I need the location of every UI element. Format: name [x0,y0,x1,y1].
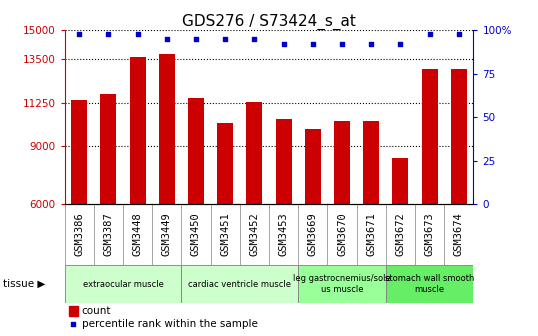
Text: GSM3450: GSM3450 [191,213,201,256]
Text: GSM3674: GSM3674 [454,213,464,256]
Point [192,36,200,42]
Bar [188,98,204,320]
Point [455,31,463,36]
Text: GSM3672: GSM3672 [395,213,406,256]
Bar [69,306,77,316]
Bar [217,123,233,320]
Point [250,36,259,42]
Text: GSM3670: GSM3670 [337,213,347,256]
Bar [246,102,263,320]
Text: percentile rank within the sample: percentile rank within the sample [82,319,258,329]
Text: GSM3453: GSM3453 [279,213,288,256]
Point [75,31,83,36]
Point [279,41,288,47]
Text: GSM3452: GSM3452 [250,213,259,256]
Bar [181,265,298,303]
Bar [386,265,473,303]
Text: leg gastrocnemius/sole
us muscle: leg gastrocnemius/sole us muscle [293,275,391,294]
Text: GSM3669: GSM3669 [308,213,318,256]
Bar [305,129,321,320]
Text: tissue ▶: tissue ▶ [3,279,45,289]
Bar [71,100,87,320]
Bar [130,57,146,320]
Text: GSM3448: GSM3448 [132,213,143,256]
Text: cardiac ventricle muscle: cardiac ventricle muscle [188,280,291,289]
Point [396,41,405,47]
Point [367,41,376,47]
Point [104,31,112,36]
Bar [275,119,292,320]
Text: GSM3451: GSM3451 [220,213,230,256]
Point [162,36,171,42]
Bar [298,265,386,303]
Point [133,31,142,36]
Text: GSM3671: GSM3671 [366,213,376,256]
Bar [363,121,379,320]
Title: GDS276 / S73424_s_at: GDS276 / S73424_s_at [182,14,356,30]
Point [221,36,230,42]
Text: GSM3386: GSM3386 [74,213,84,256]
Text: count: count [82,306,111,316]
Text: stomach wall smooth
muscle: stomach wall smooth muscle [385,275,475,294]
Point [308,41,317,47]
Bar [100,94,116,320]
Bar [422,69,437,320]
Bar [392,158,408,320]
Bar [159,54,175,320]
Bar [334,121,350,320]
Bar [65,265,181,303]
Text: extraocular muscle: extraocular muscle [82,280,164,289]
Text: GSM3387: GSM3387 [103,213,114,256]
Text: GSM3673: GSM3673 [424,213,435,256]
Point [426,31,434,36]
Point [343,266,351,271]
Bar [451,69,467,320]
Text: GSM3449: GSM3449 [162,213,172,256]
Point [338,41,346,47]
